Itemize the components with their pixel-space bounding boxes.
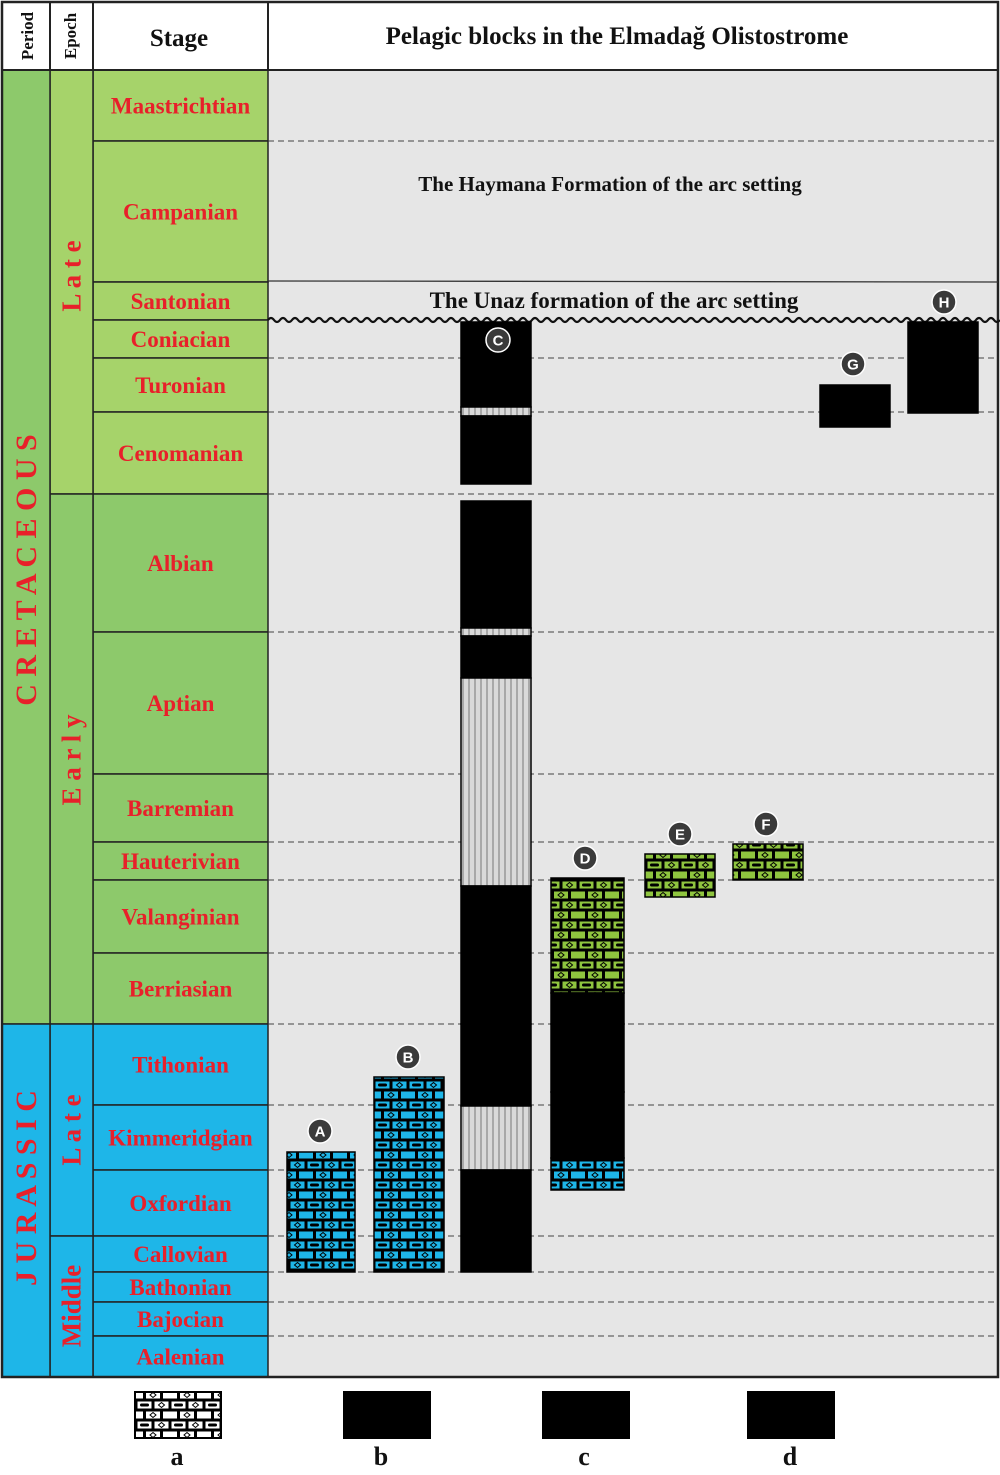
header-epoch: Epoch (61, 12, 80, 59)
stage-label-albian: Albian (147, 551, 214, 576)
stage-label-tithonian: Tithonian (132, 1053, 229, 1078)
stage-label-kimmeridgian: Kimmeridgian (108, 1126, 253, 1151)
stage-label-cenomanian: Cenomanian (118, 441, 243, 466)
epoch-label-middle-jurassic: Middle (57, 1265, 87, 1348)
legend-label-c: c (578, 1442, 590, 1471)
stage-cell-cenomanian (92, 411, 269, 495)
chart-frame (0, 0, 1000, 1379)
stage-cell-aalenian (92, 1335, 269, 1378)
block-c-segment-5 (460, 627, 532, 637)
block-c-segment-2 (460, 406, 532, 417)
stage-label-barremian: Barremian (127, 796, 234, 821)
stage-label-aptian: Aptian (147, 691, 215, 716)
block-e-label: E (667, 821, 693, 847)
legend-swatch-d (747, 1391, 835, 1439)
epoch-cell-late-cretaceous (49, 69, 94, 495)
block-c-segment-9 (460, 1023, 532, 1107)
period-label-cretaceous: C R E T A C E O U S (10, 434, 43, 705)
stage-label-hauterivian: Hauterivian (121, 849, 240, 874)
legend-label-b: b (374, 1442, 388, 1471)
stage-cell-santonian (92, 281, 269, 321)
block-h-label: H (931, 289, 957, 315)
block-g-label: G (840, 351, 866, 377)
block-c-segment-10 (460, 1105, 532, 1171)
legend-swatch-c (542, 1391, 630, 1439)
svg-text:G: G (847, 357, 859, 374)
block-a-column (286, 1151, 356, 1273)
legend-label-d: d (783, 1442, 798, 1471)
stage-label-coniacian: Coniacian (131, 327, 231, 352)
stage-cell-valanginian (92, 879, 269, 954)
svg-text:C: C (493, 333, 504, 350)
stage-cell-berriasian (92, 952, 269, 1025)
stage-cell-turonian (92, 357, 269, 413)
block-f-column (732, 843, 804, 881)
stage-cell-bathonian (92, 1271, 269, 1303)
legend-swatch-a (134, 1391, 222, 1439)
block-d-segment-5 (550, 1157, 625, 1191)
block-g-column (819, 384, 891, 428)
block-f-label: F (753, 811, 779, 837)
stage-label-valanginian: Valanginian (121, 905, 239, 930)
stage-cell-kimmeridgian (92, 1104, 269, 1171)
stage-cell-tithonian (92, 1023, 269, 1106)
block-c-segment-4 (460, 500, 532, 629)
haymana-formation-label: The Haymana Formation of the arc setting (418, 172, 802, 196)
stage-cell-aptian (92, 631, 269, 775)
epoch-cell-late-jurassic (49, 1023, 94, 1237)
block-e-column (644, 853, 716, 898)
epoch-cell-early-cretaceous (49, 493, 94, 1025)
block-c-segment-6 (460, 635, 532, 679)
stage-cell-bajocian (92, 1301, 269, 1337)
svg-text:A: A (315, 1124, 326, 1141)
block-c-segment-11 (460, 1169, 532, 1273)
stage-label-bajocian: Bajocian (137, 1307, 224, 1332)
svg-text:F: F (761, 817, 770, 834)
svg-text:D: D (580, 851, 591, 868)
period-cell-jurassic (1, 1023, 51, 1378)
block-d-segment-4 (550, 1091, 625, 1159)
block-c-segment-8 (460, 885, 532, 1025)
block-a-label: A (307, 1118, 333, 1144)
block-c-segment-3 (460, 415, 532, 485)
stage-label-berriasian: Berriasian (129, 977, 233, 1002)
svg-text:H: H (939, 295, 950, 312)
block-b-column (373, 1076, 445, 1273)
legend-swatch-b (343, 1391, 431, 1439)
stage-cell-callovian (92, 1235, 269, 1273)
stage-label-santonian: Santonian (131, 289, 231, 314)
haymana-unaz-boundary (267, 280, 999, 283)
stage-label-maastrichtian: Maastrichtian (111, 94, 250, 119)
unconformity-line (267, 316, 1000, 324)
unaz-formation-label: The Unaz formation of the arc setting (430, 288, 799, 313)
chart-title: Pelagic blocks in the Elmadağ Olistostro… (386, 23, 849, 50)
stage-label-callovian: Callovian (133, 1242, 228, 1267)
stage-cell-albian (92, 493, 269, 633)
stage-cell-oxfordian (92, 1169, 269, 1237)
epoch-label-early-cretaceous: E a r l y (57, 714, 87, 806)
stage-label-aalenian: Aalenian (136, 1345, 224, 1370)
stage-cell-hauterivian (92, 841, 269, 881)
header-stage: Stage (150, 25, 208, 52)
stage-label-campanian: Campanian (123, 200, 238, 225)
block-d-segment-3 (550, 1023, 625, 1093)
block-c-label: C (485, 327, 511, 353)
legend-label-a: a (171, 1442, 184, 1471)
block-d-segment-2 (550, 992, 625, 1025)
block-d-label: D (572, 845, 598, 871)
stage-label-turonian: Turonian (135, 373, 226, 398)
svg-text:B: B (403, 1050, 414, 1067)
stage-label-bathonian: Bathonian (129, 1275, 231, 1300)
block-h-column (907, 321, 979, 414)
header-period: Period (18, 11, 37, 60)
stage-label-oxfordian: Oxfordian (129, 1191, 231, 1216)
block-b-label: B (395, 1044, 421, 1070)
epoch-label-late-cretaceous: L a t e (57, 240, 87, 311)
svg-text:E: E (675, 827, 685, 844)
epoch-label-late-jurassic: L a t e (57, 1094, 87, 1165)
block-c-segment-7 (460, 677, 532, 887)
block-d-segment-1 (550, 877, 625, 994)
period-label-jurassic: J U R A S S I C (10, 1090, 43, 1286)
